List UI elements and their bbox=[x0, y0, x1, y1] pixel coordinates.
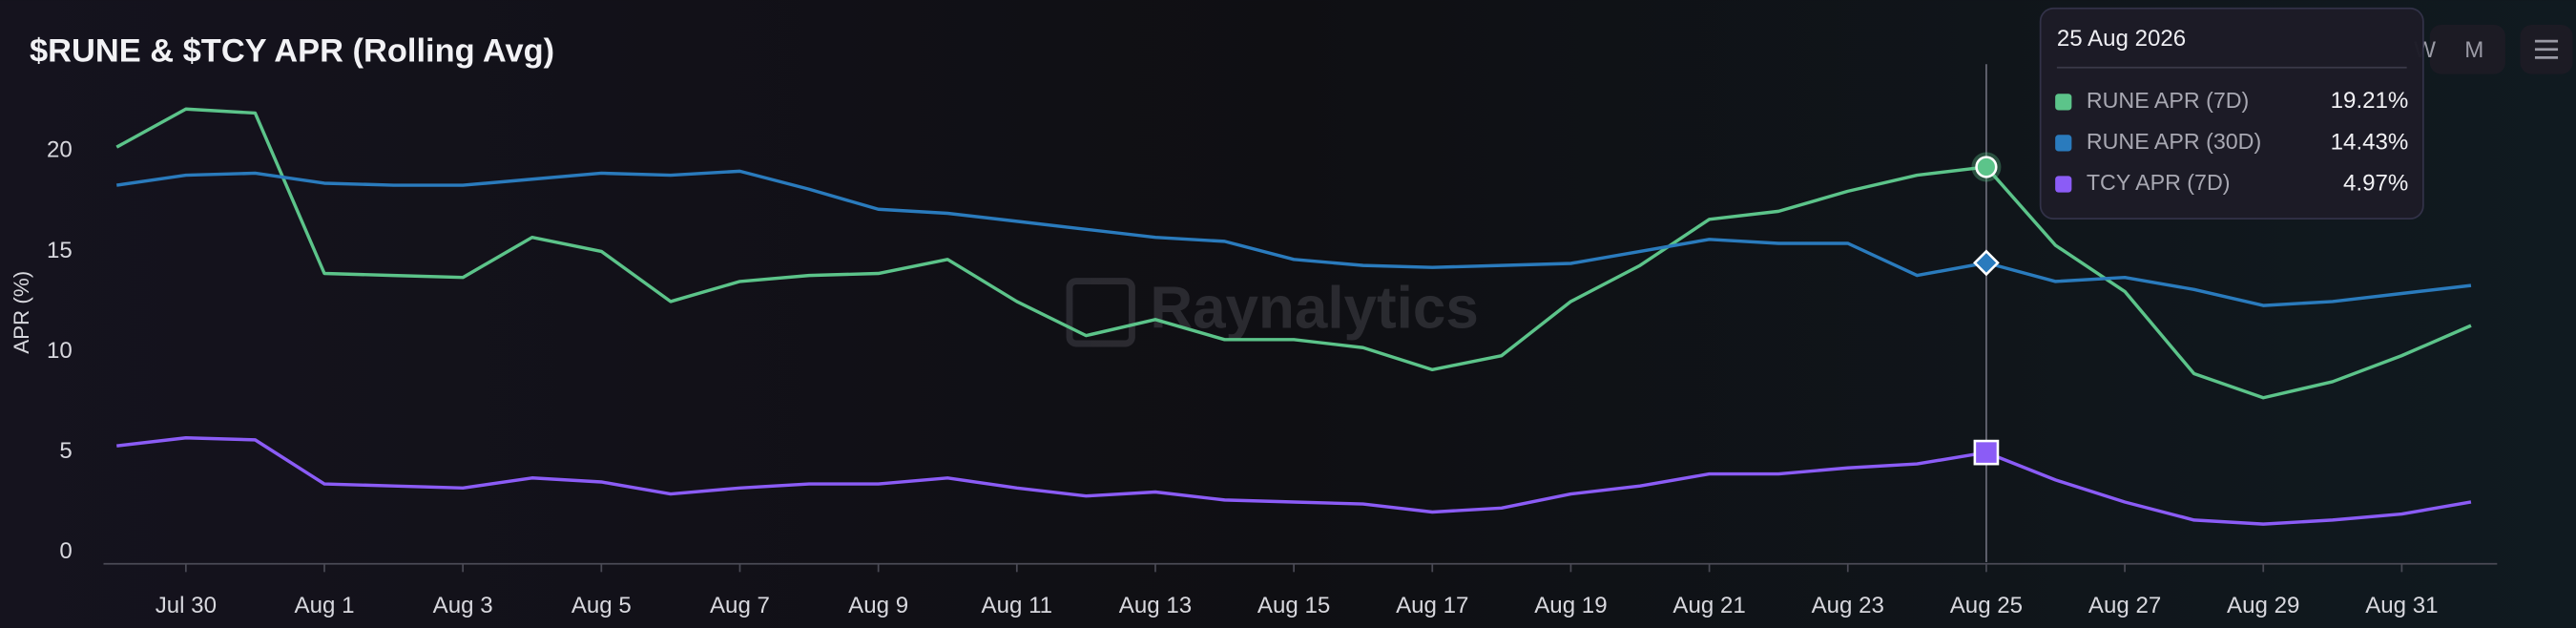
tooltip-value: 4.97% bbox=[2343, 170, 2408, 196]
tooltip-swatch bbox=[2055, 94, 2072, 111]
tooltip-value: 14.43% bbox=[2331, 129, 2409, 155]
watermark-text: Raynalytics bbox=[1150, 276, 1478, 342]
tooltip-series-name: TCY APR (7D) bbox=[2087, 170, 2231, 195]
watermark: Raynalytics bbox=[1066, 276, 1479, 347]
x-tick-label: Aug 23 bbox=[1812, 593, 1884, 618]
x-tick-label: Aug 19 bbox=[1534, 593, 1607, 618]
hover-marker bbox=[1973, 249, 2000, 277]
x-tick-label: Aug 27 bbox=[2088, 593, 2161, 618]
x-tick-label: Aug 17 bbox=[1396, 593, 1468, 618]
tooltip-series-name: RUNE APR (30D) bbox=[2087, 129, 2261, 154]
x-tick-label: Aug 13 bbox=[1119, 593, 1192, 618]
range-button-label[interactable]: M bbox=[2464, 37, 2483, 63]
plot-area: 0 5 10 15 20 Jul 30 Aug 1 Aug 3 Aug 5 Aug 7 Aug 9 A… bbox=[47, 64, 2498, 618]
y-axis-label: APR (%) bbox=[10, 271, 33, 354]
tooltip-series-name: RUNE APR (7D) bbox=[2087, 88, 2249, 113]
hover-marker bbox=[1975, 156, 1998, 178]
x-tick-label: Aug 7 bbox=[710, 593, 770, 618]
y-tick-label: 0 bbox=[59, 538, 72, 564]
tooltip-box bbox=[2039, 7, 2424, 220]
tooltip-title: 25 Aug 2026 bbox=[2057, 26, 2186, 52]
series-line bbox=[115, 107, 2472, 400]
chart-title: $RUNE & $TCY APR (Rolling Avg) bbox=[30, 32, 554, 69]
tooltip-value: 19.21% bbox=[2331, 88, 2409, 114]
series-line bbox=[116, 436, 2472, 526]
watermark-logo bbox=[1066, 278, 1135, 347]
y-tick-label: 15 bbox=[47, 238, 73, 263]
menu-icon[interactable] bbox=[2534, 39, 2559, 59]
series-line bbox=[116, 169, 2472, 307]
x-tick-label: Aug 5 bbox=[571, 593, 632, 618]
x-tick-label: Aug 3 bbox=[433, 593, 493, 618]
tooltip-swatch bbox=[2055, 176, 2072, 193]
y-tick-label: 20 bbox=[47, 137, 73, 163]
tooltip: 25 Aug 2026 RUNE APR (7D) 19.21% RUNE APR (… bbox=[2039, 7, 2424, 220]
y-tick-label: 10 bbox=[47, 338, 73, 364]
x-tick-label: Aug 31 bbox=[2365, 593, 2438, 618]
x-tick-label: Aug 21 bbox=[1672, 593, 1745, 618]
x-tick-label: Jul 30 bbox=[156, 593, 217, 618]
tooltip-swatch bbox=[2055, 135, 2072, 152]
toolbar: W M bbox=[2414, 24, 2573, 74]
x-tick-label: Aug 9 bbox=[848, 593, 908, 618]
x-tick-label: Aug 25 bbox=[1950, 593, 2023, 618]
y-tick-label: 5 bbox=[59, 438, 72, 464]
hover-marker bbox=[1973, 439, 2000, 466]
x-tick-label: Aug 11 bbox=[982, 593, 1053, 618]
x-tick-label: Aug 1 bbox=[295, 593, 355, 618]
range-button[interactable] bbox=[2429, 24, 2505, 74]
x-tick-label: Aug 15 bbox=[1257, 593, 1330, 618]
x-tick-label: Aug 29 bbox=[2227, 593, 2299, 618]
